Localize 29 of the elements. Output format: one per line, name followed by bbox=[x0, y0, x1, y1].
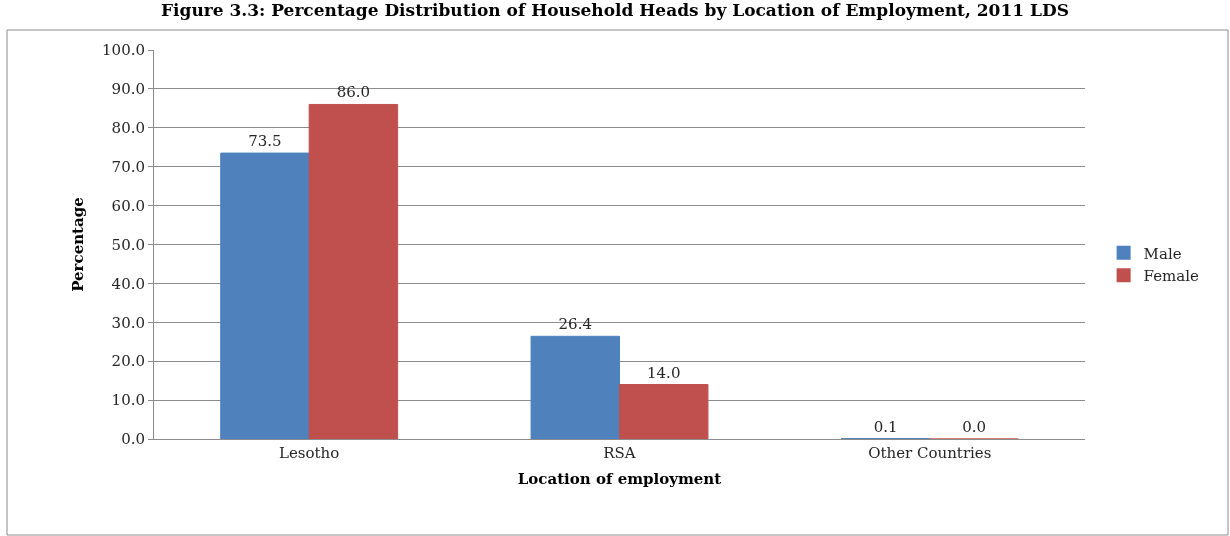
data-label: 26.4 bbox=[558, 315, 592, 334]
data-label: 0.0 bbox=[962, 418, 986, 436]
y-tick-label: 0.0 bbox=[121, 430, 145, 449]
y-tick-label: 60.0 bbox=[111, 196, 145, 215]
y-axis-title: Percentage bbox=[69, 197, 88, 292]
x-tick-label: Lesotho bbox=[279, 444, 340, 462]
legend-label: Female bbox=[1143, 267, 1200, 286]
y-tick-label: 20.0 bbox=[111, 352, 145, 371]
x-tick-label: Other Countries bbox=[868, 444, 992, 462]
y-tick-label: 70.0 bbox=[111, 157, 145, 176]
y-tick-label: 50.0 bbox=[111, 235, 145, 254]
data-label: 14.0 bbox=[647, 363, 681, 382]
chart-title: Figure 3.3: Percentage Distribution of Household Heads by Location of Employment, 2011 LDS bbox=[161, 0, 1069, 20]
x-axis-title: Location of employment bbox=[517, 470, 722, 488]
data-label: 86.0 bbox=[336, 83, 371, 102]
x-tick-label: RSA bbox=[603, 444, 636, 462]
bar bbox=[220, 152, 310, 439]
y-tick-label: 80.0 bbox=[111, 119, 145, 138]
y-tick-label: 10.0 bbox=[111, 391, 145, 410]
legend-label: Male bbox=[1143, 244, 1182, 263]
bar bbox=[619, 384, 709, 439]
data-label: 0.1 bbox=[873, 417, 898, 436]
bar bbox=[530, 335, 620, 439]
bar bbox=[308, 103, 399, 439]
y-tick-label: 90.0 bbox=[111, 80, 145, 99]
y-tick-label: 30.0 bbox=[111, 313, 145, 332]
data-label: 73.5 bbox=[248, 132, 282, 151]
y-tick-label: 40.0 bbox=[111, 274, 145, 293]
y-tick-label: 100.0 bbox=[102, 41, 145, 60]
